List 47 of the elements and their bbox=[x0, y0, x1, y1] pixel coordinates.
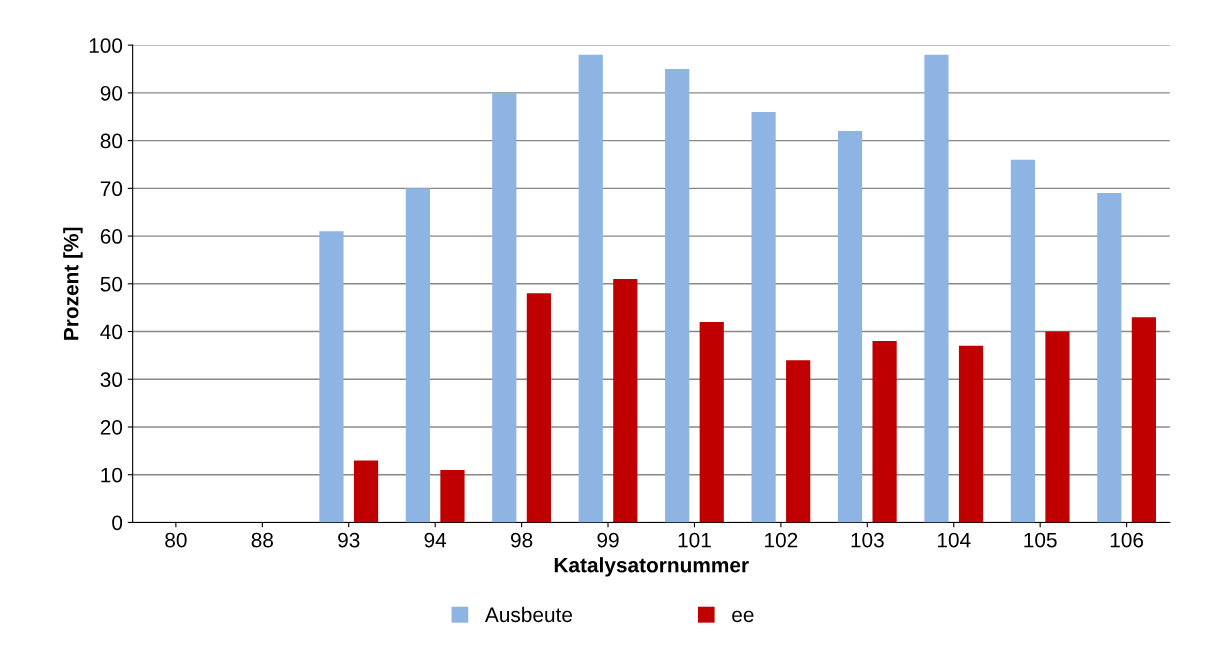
bar bbox=[751, 111, 776, 523]
y-axis-title: Prozent [%] bbox=[63, 227, 83, 340]
bar bbox=[440, 469, 465, 523]
x-tick-label: 103 bbox=[851, 532, 884, 548]
y-tick-label: 30 bbox=[100, 372, 123, 388]
bar bbox=[786, 360, 811, 523]
y-tick-label: 90 bbox=[100, 85, 123, 101]
bar bbox=[492, 92, 517, 523]
legend-label: Ausbeute bbox=[484, 606, 573, 623]
x-tick-label: 101 bbox=[678, 532, 711, 548]
bar bbox=[665, 69, 690, 523]
bar bbox=[699, 321, 724, 523]
bar bbox=[872, 341, 897, 523]
x-tick-label: 105 bbox=[1024, 532, 1057, 548]
y-tick-label: 10 bbox=[101, 467, 123, 483]
x-tick-label: 88 bbox=[251, 532, 273, 548]
bar bbox=[837, 131, 863, 523]
y-tick-label: 80 bbox=[100, 133, 123, 149]
bar bbox=[1010, 159, 1035, 523]
x-tick-label: 102 bbox=[765, 532, 798, 548]
y-tick-label: 100 bbox=[89, 38, 123, 53]
bar bbox=[353, 460, 379, 523]
x-tick-label: 106 bbox=[1110, 532, 1144, 548]
bar bbox=[613, 279, 638, 523]
bar bbox=[958, 345, 984, 523]
bar bbox=[924, 54, 949, 523]
bar bbox=[1131, 317, 1156, 523]
x-tick-label: 98 bbox=[510, 532, 533, 548]
y-tick-label: 0 bbox=[112, 515, 123, 531]
y-tick-label: 40 bbox=[100, 324, 123, 340]
x-tick-label: 94 bbox=[424, 532, 447, 548]
bar bbox=[526, 293, 551, 523]
x-tick-label: 104 bbox=[937, 532, 971, 548]
x-tick-label: 80 bbox=[165, 532, 187, 548]
x-tick-label: 93 bbox=[338, 532, 360, 548]
bar bbox=[1097, 193, 1122, 523]
bar bbox=[319, 231, 344, 523]
y-tick-label: 60 bbox=[100, 229, 123, 244]
y-tick-label: 20 bbox=[100, 419, 123, 435]
x-tick-label: 99 bbox=[597, 532, 619, 548]
x-axis-title: Katalysatornummer bbox=[554, 557, 749, 577]
bar bbox=[405, 188, 430, 523]
y-tick-label: 70 bbox=[100, 181, 123, 197]
legend-label: ee bbox=[732, 610, 754, 623]
bar bbox=[578, 54, 603, 523]
bar bbox=[1045, 331, 1070, 523]
y-tick-label: 50 bbox=[100, 276, 123, 292]
